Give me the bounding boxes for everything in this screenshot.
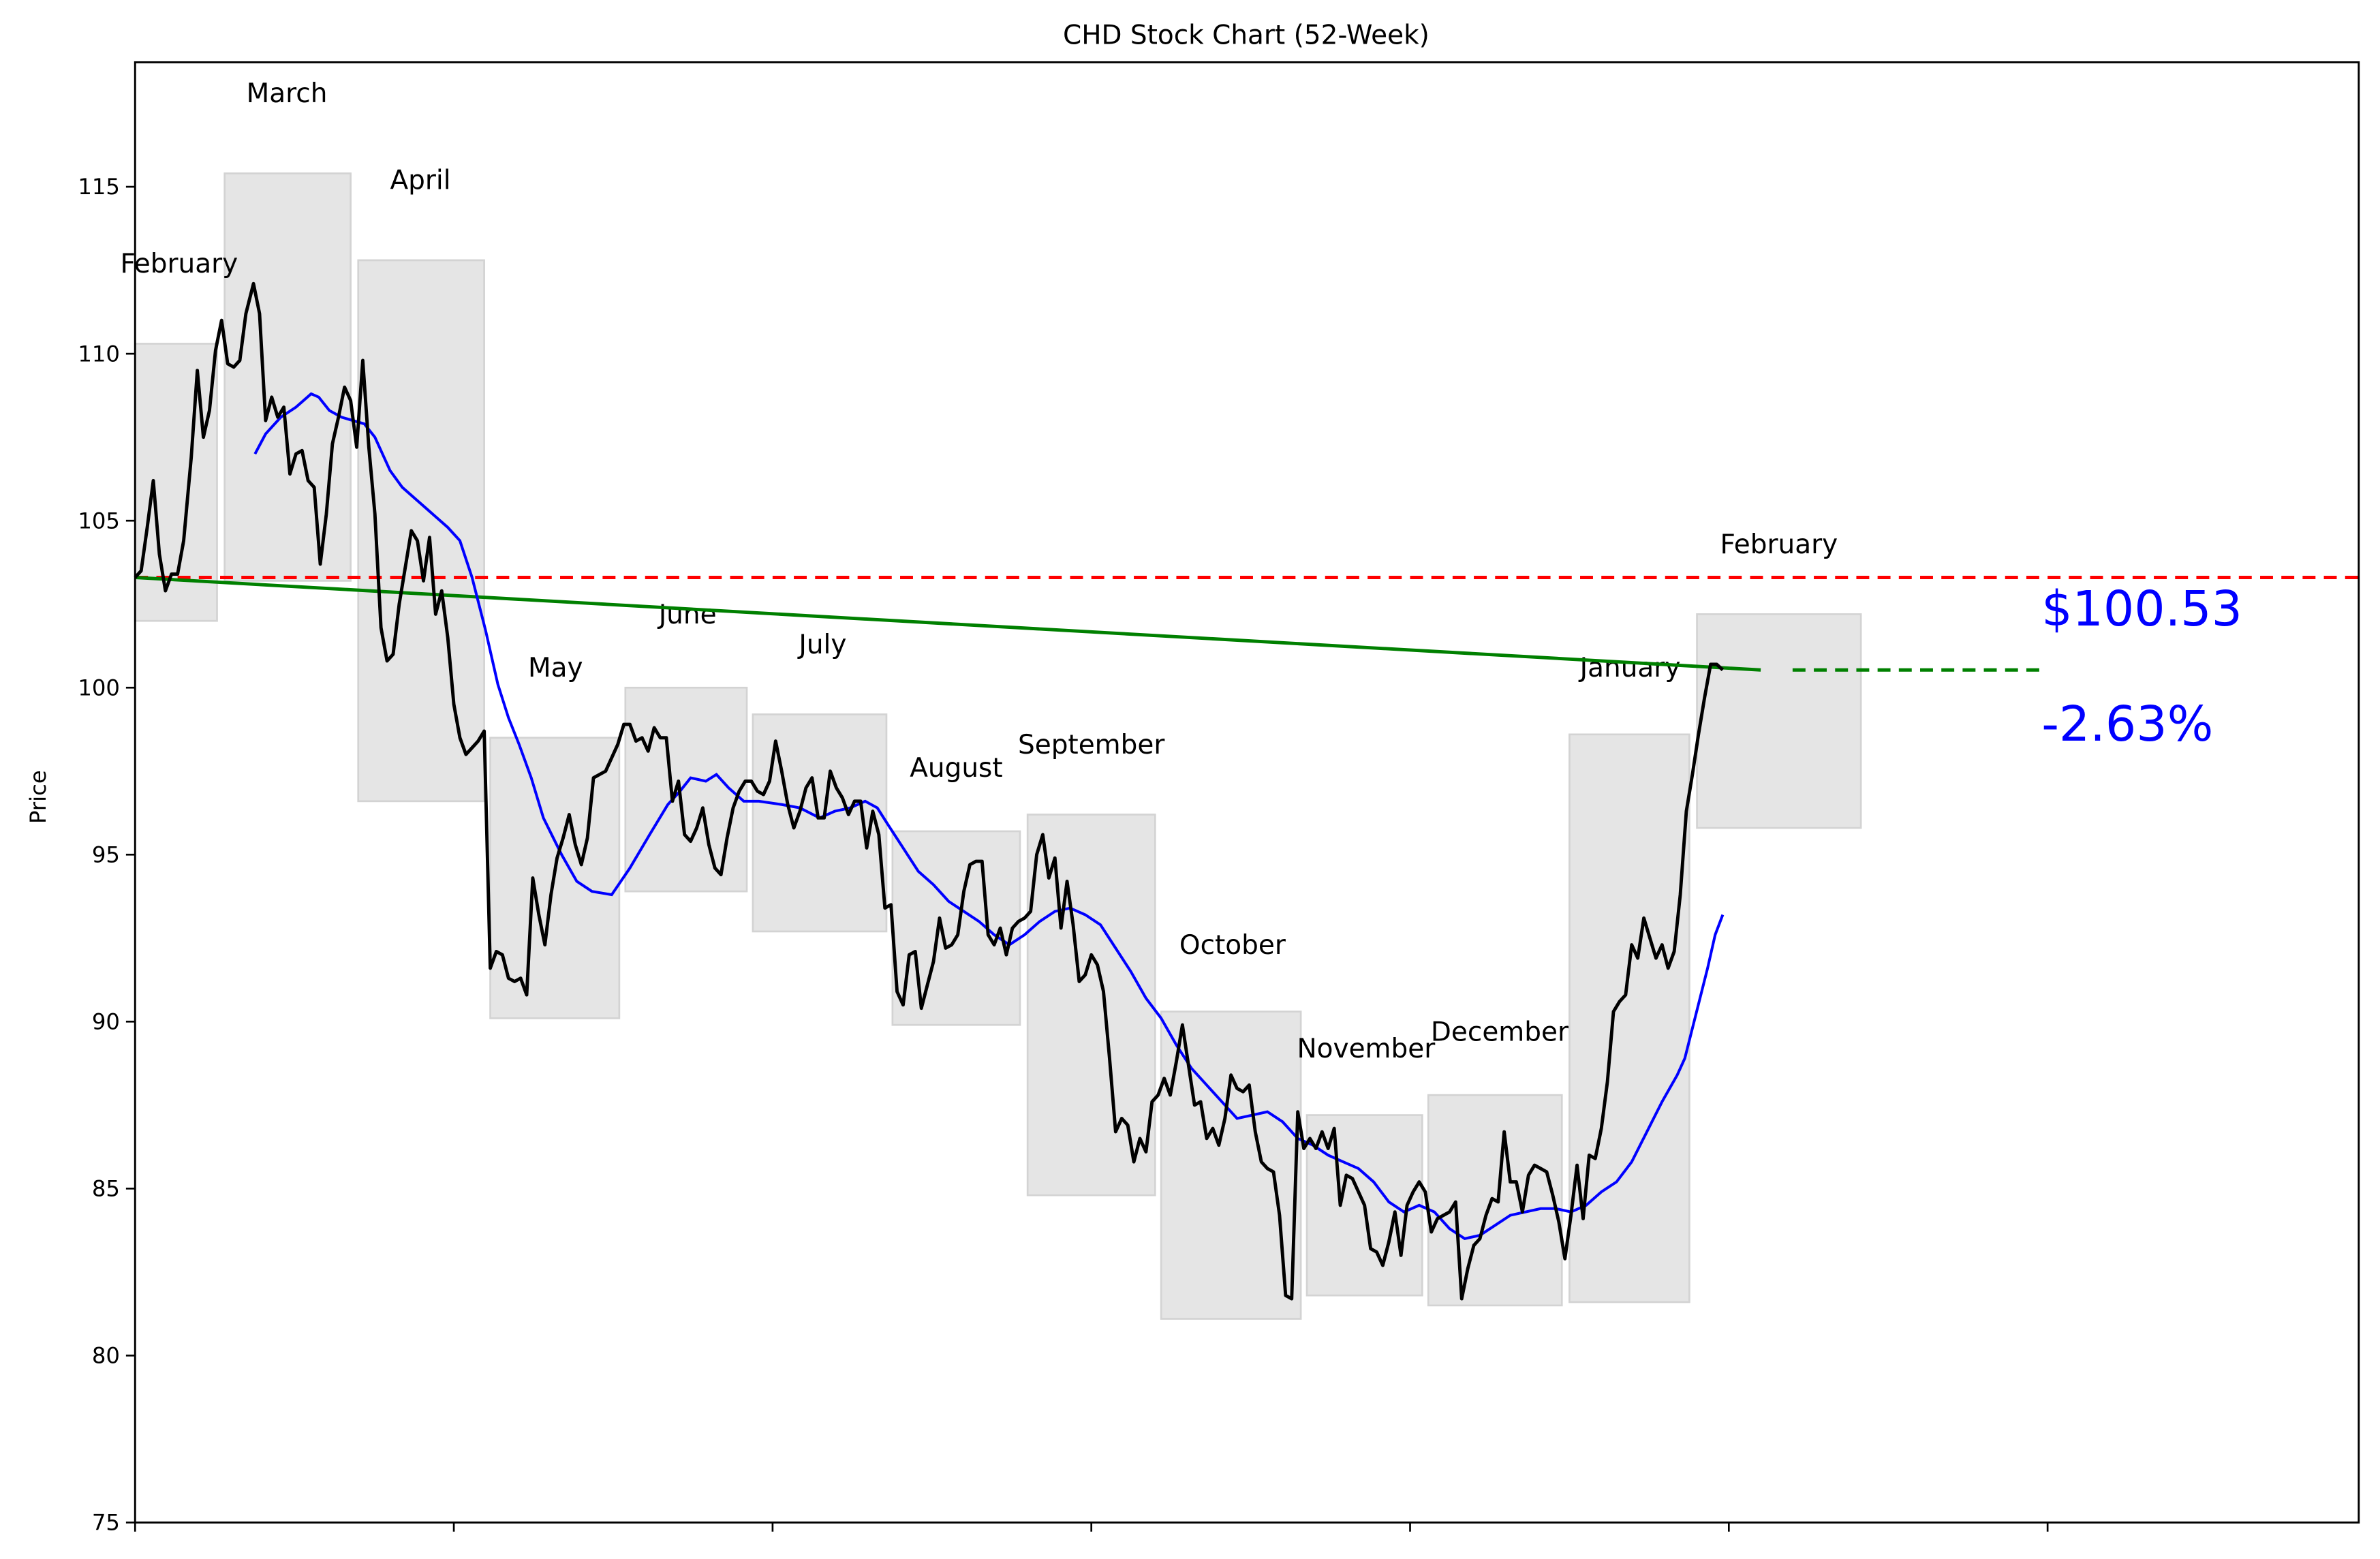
month-labels: February March April May June July August Septe… — [121, 78, 1838, 1064]
y-tick-label: 100 — [78, 675, 120, 700]
trend-line — [135, 576, 1761, 672]
month-box — [357, 259, 485, 803]
y-tick-label: 115 — [78, 174, 120, 200]
month-label: March — [247, 78, 328, 109]
current-price-label: $100.53 — [2041, 581, 2242, 637]
month-label: April — [390, 166, 451, 196]
month-box — [624, 686, 748, 893]
y-tick-label: 105 — [78, 508, 120, 534]
month-label: November — [1297, 1034, 1436, 1064]
month-box — [1568, 733, 1690, 1303]
x-axis — [134, 1522, 2049, 1532]
y-tick-label: 80 — [92, 1343, 120, 1369]
price-line — [134, 281, 1725, 1301]
month-label: December — [1431, 1017, 1569, 1047]
month-label: February — [1720, 529, 1838, 560]
plot-area-frame — [134, 61, 2360, 1524]
month-label: July — [797, 630, 846, 660]
y-axis-label: Price — [25, 770, 51, 824]
y-axis: 75 80 85 90 95 100 105 110 115 — [78, 174, 136, 1536]
month-label: May — [528, 653, 583, 683]
month-label: October — [1179, 930, 1286, 961]
percent-change-label: -2.63% — [2041, 696, 2213, 752]
month-label: February — [121, 249, 238, 279]
month-label: January — [1578, 653, 1681, 683]
y-tick-label: 110 — [78, 341, 120, 367]
y-tick-label: 95 — [92, 842, 120, 867]
moving-average-line — [253, 392, 1725, 1241]
y-tick-label: 75 — [92, 1510, 120, 1536]
chart-title: CHD Stock Chart (52-Week) — [1063, 20, 1429, 51]
month-label: June — [657, 600, 717, 630]
y-tick-label: 90 — [92, 1008, 120, 1034]
month-box — [223, 172, 352, 582]
month-label: August — [910, 753, 1002, 784]
month-box — [1696, 613, 1862, 829]
y-tick-label: 85 — [92, 1175, 120, 1201]
month-box — [752, 713, 888, 933]
month-label: September — [1018, 730, 1165, 760]
month-box — [1160, 1010, 1302, 1320]
